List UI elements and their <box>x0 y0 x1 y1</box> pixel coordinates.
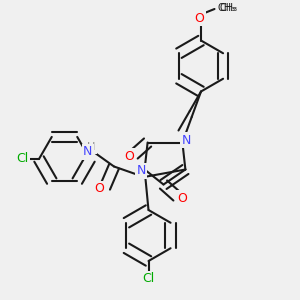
Text: H: H <box>87 142 96 152</box>
Text: O: O <box>195 11 204 25</box>
Text: N: N <box>181 134 191 147</box>
Text: O: O <box>124 149 134 163</box>
Text: O: O <box>178 191 187 205</box>
Text: N: N <box>83 145 92 158</box>
Text: Cl: Cl <box>142 272 154 285</box>
Text: N: N <box>83 146 92 159</box>
Text: O: O <box>95 182 104 196</box>
Text: N: N <box>136 164 146 178</box>
Text: N: N <box>181 134 191 147</box>
Text: O: O <box>124 149 134 163</box>
Text: CH₃: CH₃ <box>219 3 237 13</box>
Text: Cl: Cl <box>16 152 28 166</box>
Text: CH₃: CH₃ <box>218 3 236 13</box>
Text: H: H <box>87 143 96 153</box>
Text: O: O <box>195 11 204 25</box>
Text: O: O <box>178 191 187 205</box>
Text: O: O <box>95 182 104 196</box>
Text: N: N <box>136 164 146 178</box>
